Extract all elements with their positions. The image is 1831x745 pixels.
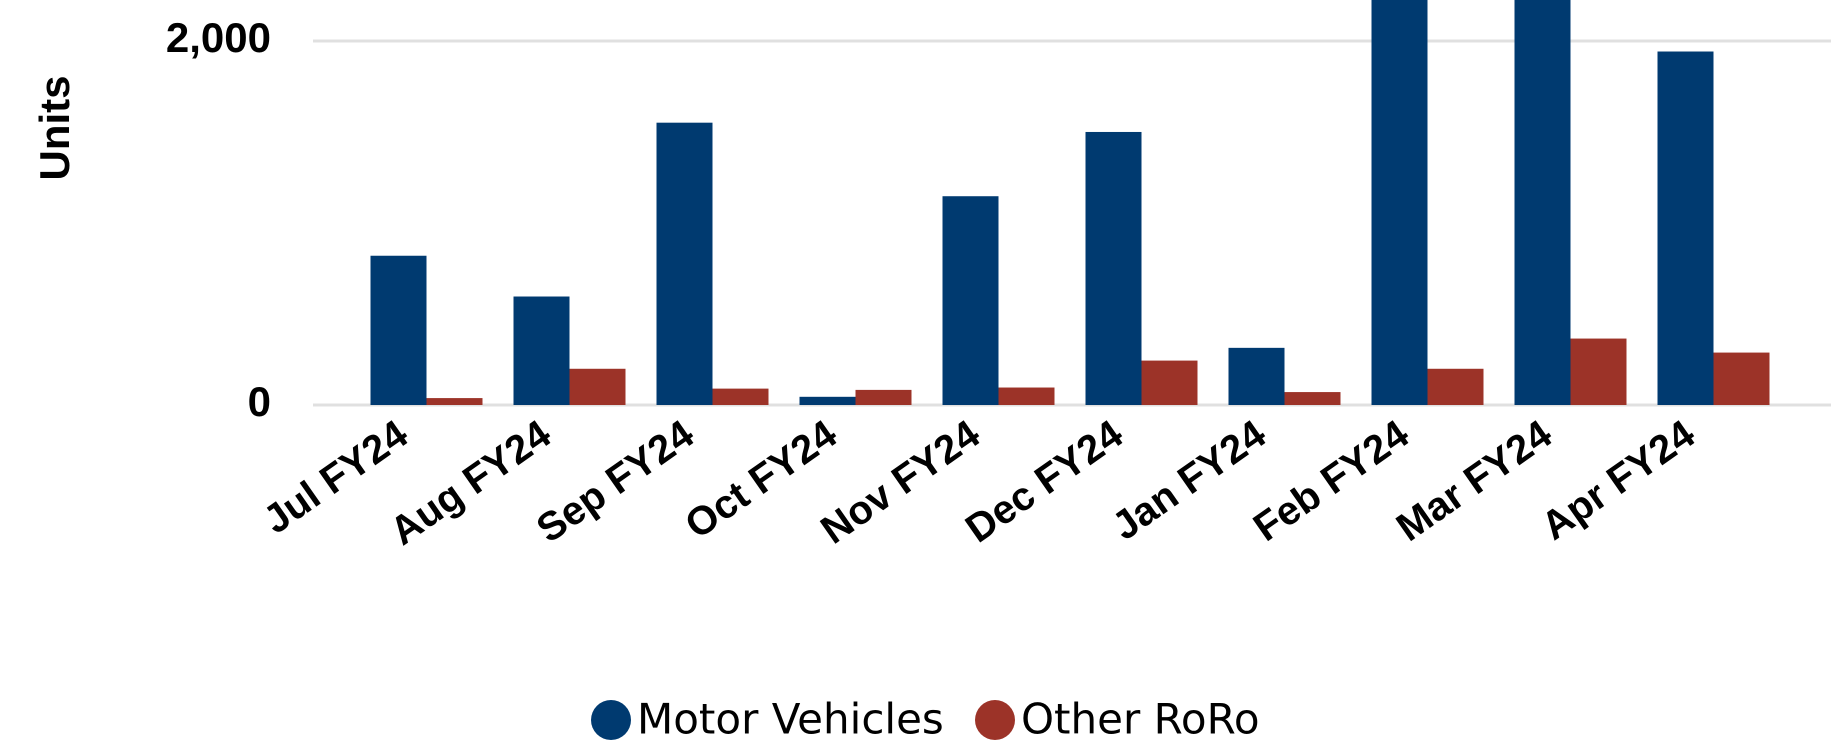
- x-tick-label: Sep FY24: [529, 412, 702, 552]
- bar: [712, 388, 769, 405]
- y-tick-label: 2,000: [166, 14, 271, 61]
- x-tick-label: Mar FY24: [1389, 412, 1561, 550]
- x-tick-label: Feb FY24: [1246, 412, 1418, 550]
- bar: [1141, 360, 1198, 405]
- bar: [1427, 368, 1484, 405]
- bar: [1514, 0, 1571, 405]
- bar: [1228, 347, 1285, 405]
- x-tick-label: Nov FY24: [813, 412, 988, 553]
- bar: [1570, 338, 1627, 405]
- bar: [513, 296, 570, 405]
- bar: [1085, 131, 1142, 405]
- legend-marker: [975, 700, 1015, 740]
- bar: [1657, 51, 1714, 405]
- y-axis-label: Units: [31, 76, 78, 181]
- bar: [998, 387, 1055, 405]
- legend-label: Other RoRo: [1021, 695, 1260, 744]
- bar: [569, 368, 626, 405]
- bar: [942, 196, 999, 405]
- legend-label: Motor Vehicles: [637, 695, 944, 744]
- bar: [1284, 392, 1341, 405]
- x-tick-label: Apr FY24: [1534, 412, 1704, 549]
- bar: [370, 255, 427, 405]
- bar: [799, 396, 856, 405]
- bar: [855, 389, 912, 405]
- x-tick-label: Jan FY24: [1105, 412, 1275, 549]
- y-tick-label: 0: [248, 378, 271, 425]
- bar: [1371, 0, 1428, 405]
- x-tick-label: Aug FY24: [382, 412, 559, 554]
- bar: [426, 398, 483, 405]
- bar: [1713, 352, 1770, 405]
- x-tick-label: Dec FY24: [958, 412, 1131, 552]
- legend-marker: [591, 700, 631, 740]
- bar: [656, 122, 713, 406]
